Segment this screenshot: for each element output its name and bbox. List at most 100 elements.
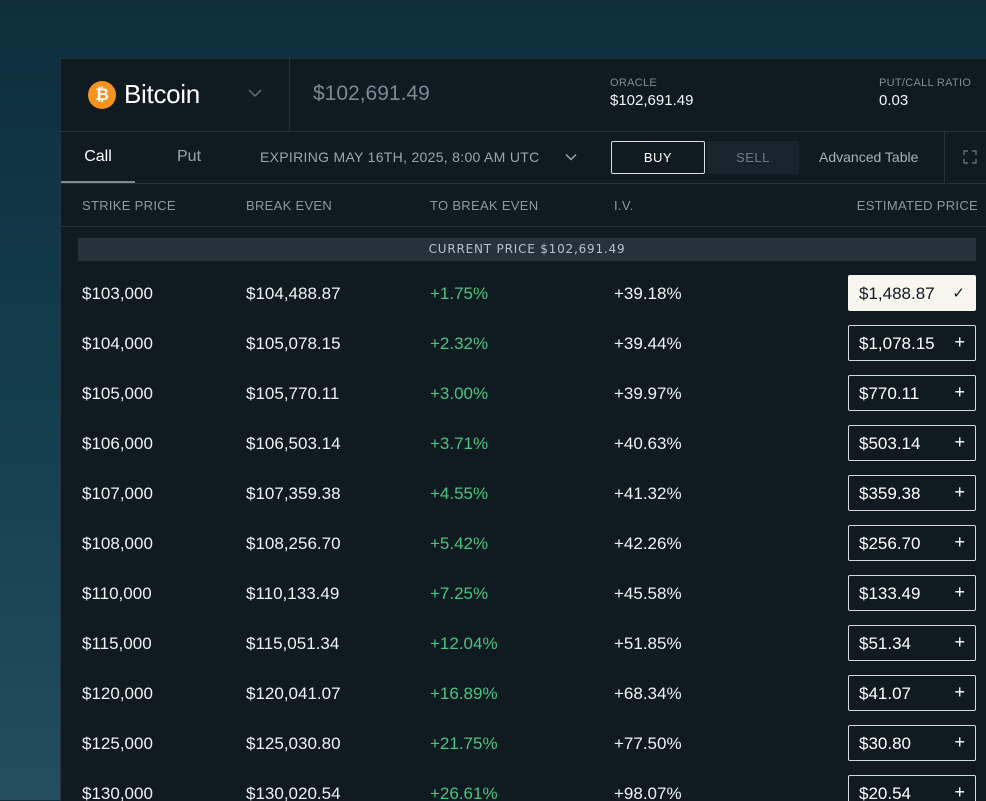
table-row[interactable]: $103,000 $104,488.87 +1.75% +39.18% $1,488.8…	[61, 269, 986, 319]
oracle-label: ORACLE	[610, 77, 658, 89]
check-icon: ✓	[952, 285, 965, 302]
table-row[interactable]: $107,000 $107,359.38 +4.55% +41.32% $359.38 +	[61, 469, 986, 519]
strike-price: $125,000	[82, 734, 153, 753]
spot-price: $102,691.49	[313, 82, 430, 105]
estimated-price: $51.34	[859, 634, 911, 653]
estimated-price-button[interactable]: $359.38 +	[848, 475, 976, 511]
estimated-price-button[interactable]: $20.54 +	[848, 775, 976, 801]
to-break-even: +3.71%	[430, 434, 489, 453]
implied-volatility: +39.18%	[614, 284, 682, 303]
strike-price: $120,000	[82, 684, 153, 703]
current-price-banner: CURRENT PRICE $102,691.49	[78, 238, 976, 261]
break-even: $108,256.70	[246, 534, 341, 553]
estimated-price-button[interactable]: $30.80 +	[848, 725, 976, 761]
table-row[interactable]: $110,000 $110,133.49 +7.25% +45.58% $133.49 +	[61, 569, 986, 619]
buy-button[interactable]: BUY	[611, 141, 705, 174]
strike-price: $130,000	[82, 784, 153, 801]
expand-icon	[963, 150, 977, 164]
plus-icon: +	[954, 632, 965, 652]
to-break-even: +16.89%	[430, 684, 498, 703]
asset-selector[interactable]: ₿ Bitcoin	[61, 59, 290, 131]
plus-icon: +	[954, 482, 965, 502]
strike-price: $104,000	[82, 334, 153, 353]
tab-put[interactable]: Put	[177, 148, 202, 165]
estimated-price: $30.80	[859, 734, 911, 753]
to-break-even: +26.61%	[430, 784, 498, 801]
chevron-down-icon[interactable]	[245, 83, 265, 103]
column-break-even: BREAK EVEN	[246, 198, 333, 213]
advanced-table-link[interactable]: Advanced Table	[819, 149, 919, 165]
tab-call[interactable]: Call	[61, 131, 135, 183]
estimated-price: $133.49	[859, 584, 921, 603]
to-break-even: +12.04%	[430, 634, 498, 653]
strike-price: $106,000	[82, 434, 153, 453]
plus-icon: +	[954, 732, 965, 752]
bitcoin-icon: ₿	[88, 81, 116, 109]
table-row[interactable]: $125,000 $125,030.80 +21.75% +77.50% $30.80 +	[61, 719, 986, 769]
column-strike-price: STRIKE PRICE	[82, 198, 176, 213]
break-even: $110,133.49	[246, 584, 340, 603]
expiry-selector[interactable]: EXPIRING MAY 16TH, 2025, 8:00 AM UTC	[260, 149, 540, 165]
estimated-price: $256.70	[859, 534, 921, 553]
to-break-even: +4.55%	[430, 484, 489, 503]
expand-button[interactable]	[944, 131, 986, 183]
estimated-price: $20.54	[859, 784, 911, 801]
chevron-down-icon[interactable]	[563, 149, 579, 165]
strike-price: $105,000	[82, 384, 153, 403]
strike-price: $107,000	[82, 484, 153, 503]
to-break-even: +21.75%	[430, 734, 498, 753]
table-row[interactable]: $120,000 $120,041.07 +16.89% +68.34% $41.07 +	[61, 669, 986, 719]
implied-volatility: +98.07%	[614, 784, 682, 801]
plus-icon: +	[954, 532, 965, 552]
strike-price: $108,000	[82, 534, 153, 553]
plus-icon: +	[954, 782, 965, 801]
break-even: $130,020.54	[246, 784, 341, 801]
asset-name: Bitcoin	[124, 79, 200, 109]
estimated-price-button[interactable]: $133.49 +	[848, 575, 976, 611]
break-even: $104,488.87	[246, 284, 341, 303]
implied-volatility: +51.85%	[614, 634, 682, 653]
put-call-ratio-value: 0.03	[879, 92, 909, 109]
implied-volatility: +39.97%	[614, 384, 682, 403]
table-row[interactable]: $130,000 $130,020.54 +26.61% +98.07% $20.54 +	[61, 769, 986, 801]
implied-volatility: +45.58%	[614, 584, 682, 603]
column-to-break-even: TO BREAK EVEN	[430, 198, 539, 213]
implied-volatility: +40.63%	[614, 434, 682, 453]
implied-volatility: +68.34%	[614, 684, 682, 703]
break-even: $105,770.11	[246, 384, 340, 403]
plus-icon: +	[954, 582, 965, 602]
estimated-price-button[interactable]: $41.07 +	[848, 675, 976, 711]
strike-price: $103,000	[82, 284, 153, 303]
strike-price: $115,000	[82, 634, 152, 653]
estimated-price-button[interactable]: $1,078.15 +	[848, 325, 976, 361]
table-row[interactable]: $105,000 $105,770.11 +3.00% +39.97% $770.11 +	[61, 369, 986, 419]
table-row[interactable]: $104,000 $105,078.15 +2.32% +39.44% $1,078.1…	[61, 319, 986, 369]
estimated-price-button[interactable]: $1,488.87 ✓	[848, 275, 976, 311]
oracle-stat: ORACLE $102,691.49	[610, 77, 693, 109]
to-break-even: +2.32%	[430, 334, 489, 353]
estimated-price-button[interactable]: $51.34 +	[848, 625, 976, 661]
plus-icon: +	[954, 382, 965, 402]
implied-volatility: +42.26%	[614, 534, 682, 553]
table-row[interactable]: $106,000 $106,503.14 +3.71% +40.63% $503.14 +	[61, 419, 986, 469]
estimated-price: $1,488.87	[859, 284, 935, 303]
estimated-price-button[interactable]: $770.11 +	[848, 375, 976, 411]
sell-button[interactable]: SELL	[707, 141, 799, 174]
to-break-even: +7.25%	[430, 584, 489, 603]
estimated-price: $503.14	[859, 434, 921, 453]
break-even: $120,041.07	[246, 684, 341, 703]
option-tab-bar: Call Put EXPIRING MAY 16TH, 2025, 8:00 A…	[61, 131, 986, 184]
oracle-value: $102,691.49	[610, 92, 694, 109]
estimated-price-button[interactable]: $503.14 +	[848, 425, 976, 461]
estimated-price-button[interactable]: $256.70 +	[848, 525, 976, 561]
to-break-even: +1.75%	[430, 284, 489, 303]
implied-volatility: +39.44%	[614, 334, 682, 353]
implied-volatility: +77.50%	[614, 734, 682, 753]
table-row[interactable]: $115,000 $115,051.34 +12.04% +51.85% $51.34 +	[61, 619, 986, 669]
estimated-price: $770.11	[859, 384, 920, 403]
panel-header: ₿ Bitcoin $102,691.49 ORACLE $102,691.49…	[61, 59, 986, 132]
table-row[interactable]: $108,000 $108,256.70 +5.42% +42.26% $256.70 +	[61, 519, 986, 569]
to-break-even: +5.42%	[430, 534, 489, 553]
to-break-even: +3.00%	[430, 384, 489, 403]
break-even: $125,030.80	[246, 734, 341, 753]
